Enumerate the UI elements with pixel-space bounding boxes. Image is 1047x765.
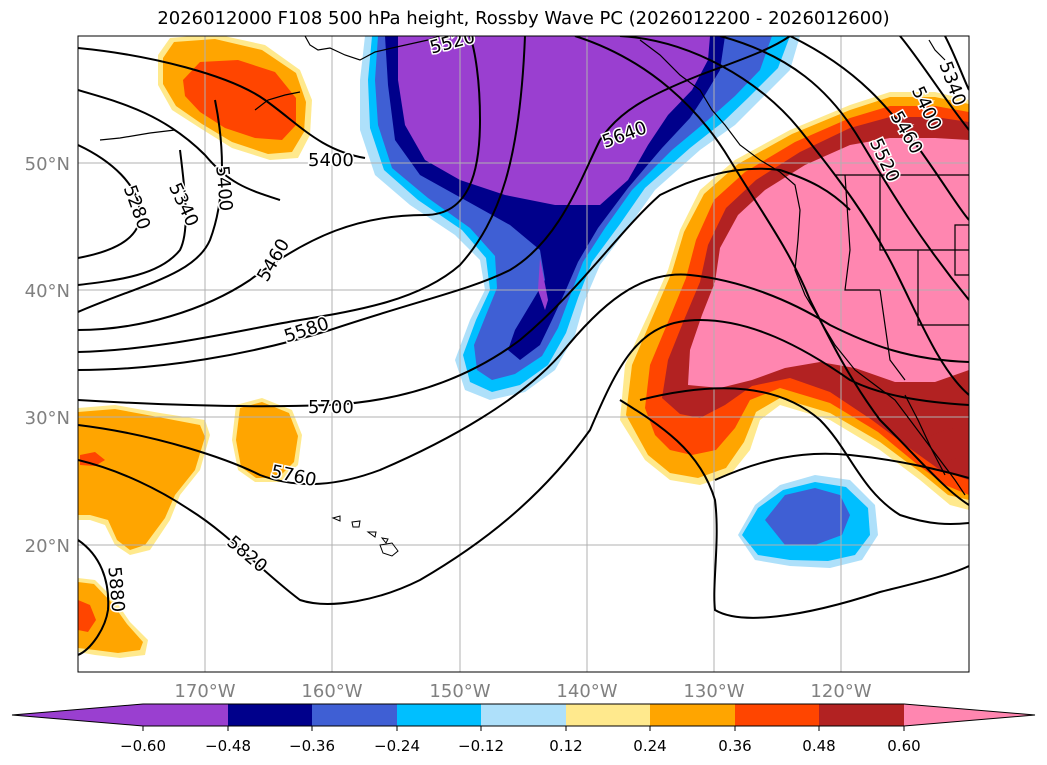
coastlines — [99, 36, 969, 496]
map-frame — [77, 35, 970, 673]
colorbar-segment — [650, 704, 735, 726]
map-panel: 5280 5340 5400 5400 5460 5520 5580 5640 … — [78, 36, 969, 672]
colorbar-segment — [481, 704, 566, 726]
lat-label: 50°N — [25, 154, 70, 175]
graticule — [78, 36, 969, 672]
colorbar-tick-label: −0.24 — [374, 737, 420, 755]
colorbar-segment — [228, 704, 312, 726]
lon-label: 160°W — [301, 681, 362, 702]
colorbar-tick-labels: −0.60 −0.48 −0.36 −0.24 −0.12 0.12 0.24 … — [120, 737, 921, 755]
colorbar-tick-label: 0.36 — [718, 737, 751, 755]
contour-label: 5700 — [308, 397, 354, 418]
colorbar-tick-label: −0.48 — [205, 737, 251, 755]
contour-label: 5880 — [103, 566, 128, 613]
colorbar-segment — [312, 704, 397, 726]
lat-label: 20°N — [25, 536, 70, 557]
colorbar-tick-label: −0.60 — [120, 737, 166, 755]
lat-label: 30°N — [25, 408, 70, 429]
colorbar-tick-label: −0.36 — [289, 737, 335, 755]
colorbar-tick-label: 0.24 — [633, 737, 666, 755]
colorbar-segment — [143, 704, 228, 726]
colorbar-max-arrow — [904, 704, 1035, 726]
colorbar-min-arrow — [12, 704, 143, 726]
longitude-labels: 170°W 160°W 150°W 140°W 130°W 120°W — [174, 681, 871, 702]
colorbar-tick-label: 0.12 — [549, 737, 582, 755]
contour-label: 5400 — [211, 165, 236, 212]
latitude-labels: 50°N 40°N 30°N 20°N — [25, 154, 70, 557]
lon-label: 150°W — [429, 681, 490, 702]
colorbar-segment — [566, 704, 650, 726]
lon-label: 130°W — [683, 681, 744, 702]
hawaii-islands — [331, 515, 399, 557]
colorbar-ticks — [142, 726, 905, 731]
lon-label: 140°W — [556, 681, 617, 702]
map-title: 2026012000 F108 500 hPa height, Rossby W… — [157, 8, 890, 29]
colorbar-segment — [819, 704, 904, 726]
colorbar-tick-label: 0.60 — [887, 737, 920, 755]
colorbar-segment — [735, 704, 819, 726]
colorbar-tick-label: −0.12 — [458, 737, 504, 755]
lon-label: 120°W — [810, 681, 871, 702]
lon-label: 170°W — [174, 681, 235, 702]
positive-anomaly-north-region — [158, 36, 312, 160]
lat-label: 40°N — [25, 281, 70, 302]
colorbar: −0.60 −0.48 −0.36 −0.24 −0.12 0.12 0.24 … — [11, 703, 1036, 755]
colorbar-tick-label: 0.48 — [802, 737, 835, 755]
height-contours — [78, 36, 969, 656]
contour-label: 5400 — [308, 150, 354, 171]
colorbar-segment — [397, 704, 481, 726]
